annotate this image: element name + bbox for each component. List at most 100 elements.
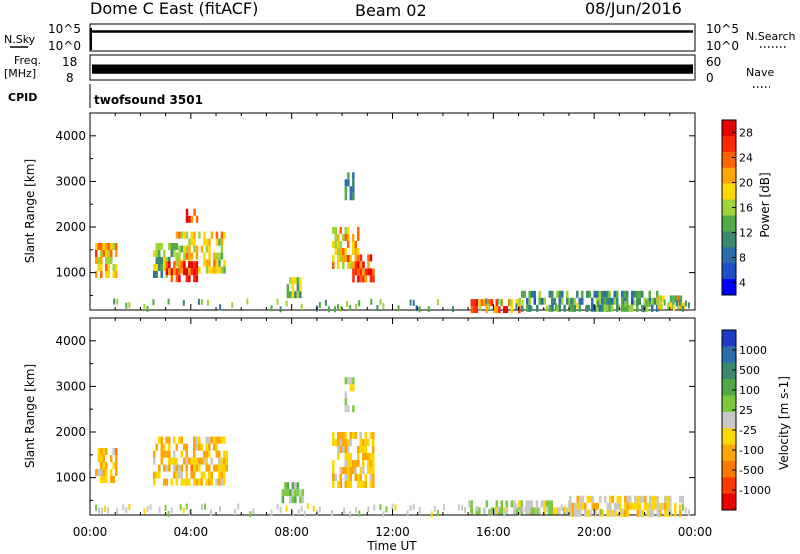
echo-cell: [528, 304, 531, 312]
colorbar-swatch: [722, 428, 736, 446]
echo-cell: [178, 252, 181, 260]
echo-cell: [210, 509, 212, 516]
echo-cell: [470, 506, 473, 513]
echo-cell: [636, 304, 639, 312]
echo-cell: [337, 241, 340, 248]
echo-cell: [170, 457, 173, 465]
echo-cell: [183, 478, 186, 486]
y-tick-label: 3000: [55, 379, 86, 393]
echo-cell: [168, 261, 171, 269]
echo-cell: [291, 291, 295, 299]
echo-cell: [344, 467, 347, 474]
time-axis-label: Time UT: [366, 539, 417, 553]
echo-cell: [344, 439, 347, 446]
date-label: 08/Jun/2016: [585, 0, 682, 18]
echo-cell: [570, 298, 572, 305]
echo-cell: [342, 248, 345, 255]
echo-cell: [661, 502, 664, 510]
echo-cell: [299, 277, 302, 285]
echo-cell: [218, 457, 221, 465]
echo-cell: [678, 299, 681, 306]
echo-cell: [205, 450, 208, 458]
echo-cell: [170, 243, 173, 250]
echo-cell: [294, 489, 297, 497]
y-tick-label: 4000: [55, 129, 86, 143]
echo-cell: [669, 495, 672, 503]
echo-cell: [578, 297, 581, 305]
echo-cell: [342, 439, 345, 446]
echo-cell: [215, 464, 218, 472]
echo-cell: [334, 227, 337, 234]
echo-cell: [372, 432, 375, 439]
echo-cell: [188, 252, 191, 260]
echo-cell: [566, 297, 569, 305]
echo-cell: [178, 231, 181, 239]
echo-cell: [609, 502, 612, 510]
echo-cell: [679, 509, 682, 517]
freq-band: [92, 64, 693, 74]
echo-cell: [382, 511, 385, 518]
echo-cell: [155, 243, 158, 250]
echo-cell: [339, 439, 342, 446]
echo-cell: [372, 268, 375, 276]
echo-cell: [349, 511, 352, 518]
echo-cell: [337, 304, 339, 311]
echo-cell: [155, 443, 158, 451]
echo-cell: [163, 450, 166, 458]
echo-cell: [301, 489, 305, 497]
echo-cell: [495, 306, 499, 314]
echo-cell: [433, 505, 436, 512]
echo-cell: [332, 241, 335, 248]
echo-cell: [100, 476, 103, 483]
echo-cell: [215, 231, 219, 239]
power-axis-ticks: 1000 2000 3000 4000: [55, 113, 696, 310]
echo-cell: [299, 496, 302, 504]
echo-cell: [571, 304, 574, 312]
echo-cell: [357, 255, 360, 262]
echo-cell: [179, 504, 182, 511]
echo-cell: [556, 304, 559, 312]
echo-cell: [505, 507, 509, 515]
colorbar-swatch: [722, 493, 736, 511]
echo-cell: [215, 478, 218, 486]
echo-cell: [105, 462, 108, 469]
echo-cell: [641, 290, 644, 298]
echo-cell: [203, 471, 206, 479]
echo-cell: [168, 464, 171, 472]
echo-cell: [611, 495, 614, 503]
echo-cell: [536, 304, 539, 312]
nsky-tick-bottom: 10^0: [48, 39, 81, 53]
echo-cell: [220, 252, 224, 260]
echo-cell: [339, 467, 342, 474]
echo-cell: [478, 507, 481, 515]
echo-cell: [223, 231, 226, 239]
echo-cell: [475, 306, 479, 314]
echo-cell: [488, 303, 491, 310]
echo-cell: [631, 304, 634, 312]
echo-cell: [334, 241, 337, 248]
echo-cell: [342, 467, 345, 474]
echo-cell: [190, 215, 194, 223]
echo-cell: [656, 290, 659, 298]
echo-cell: [528, 297, 531, 305]
echo-cell: [185, 245, 189, 253]
echo-cell: [364, 474, 367, 481]
echo-cell: [155, 264, 158, 271]
echo-cell: [436, 299, 439, 306]
echo-cell: [344, 391, 348, 399]
echo-cell: [349, 193, 353, 201]
echo-cell: [291, 489, 295, 497]
echo-cell: [367, 268, 370, 276]
echo-cell: [344, 474, 347, 481]
echo-cell: [551, 297, 554, 305]
echo-cell: [347, 439, 350, 446]
echo-cell: [112, 243, 115, 250]
echo-cell: [102, 462, 105, 469]
echo-cell: [185, 268, 189, 276]
echo-cell: [357, 248, 360, 255]
echo-cell: [666, 509, 669, 516]
echo-cell: [198, 266, 201, 274]
echo-cell: [175, 259, 179, 267]
x-tick-label: 04:00: [174, 525, 209, 539]
echo-cell: [318, 302, 321, 308]
